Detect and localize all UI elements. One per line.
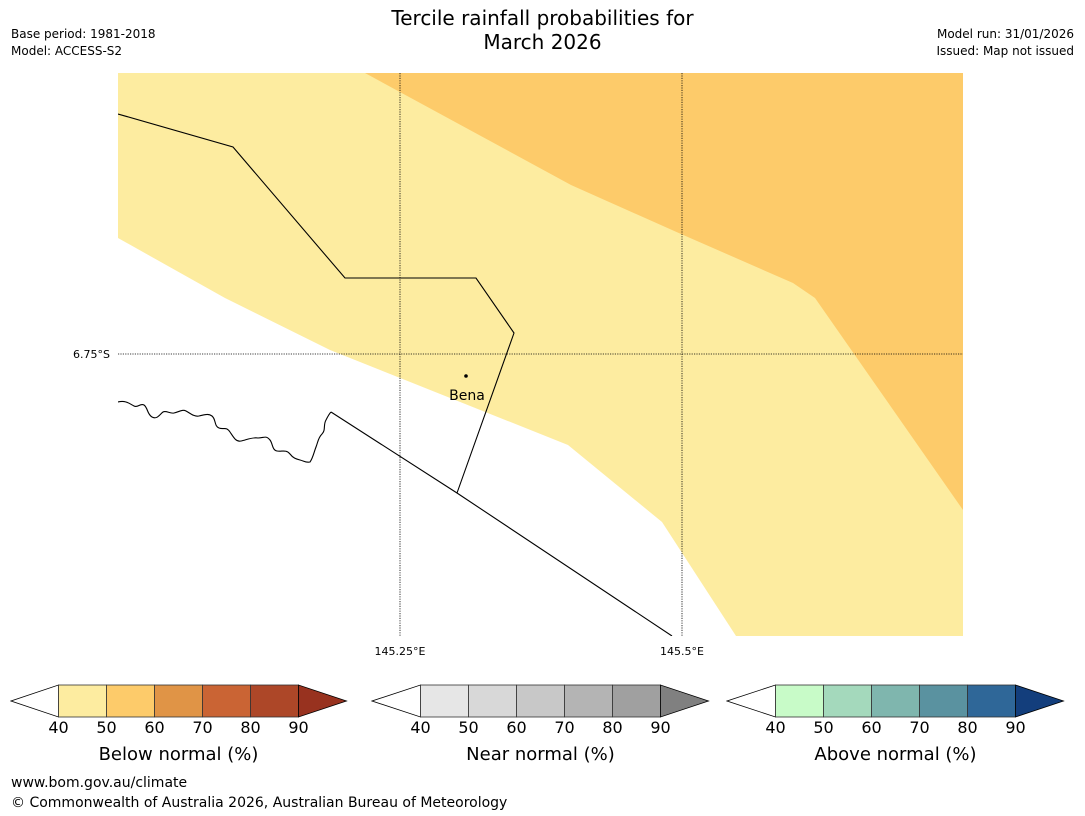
cb-tick: 90 — [288, 718, 309, 737]
cb-tick: 40 — [765, 718, 786, 737]
footer-copyright: © Commonwealth of Australia 2026, Austra… — [11, 795, 508, 811]
colorbar-swatch — [919, 684, 968, 718]
colorbar-swatch — [58, 684, 107, 718]
colorbar-swatch — [823, 684, 872, 718]
cb-tick: 40 — [410, 718, 431, 737]
colorbar-near-normal-title: Near normal (%) — [466, 744, 615, 765]
cb-tick: 70 — [909, 718, 930, 737]
colorbar-swatch — [250, 684, 299, 718]
model-text: Model: ACCESS-S2 — [11, 44, 123, 58]
colorbar-extend-high — [298, 684, 348, 718]
footer-url: www.bom.gov.au/climate — [11, 775, 188, 791]
colorbar-extend-high — [660, 684, 710, 718]
colorbar-extend-low — [371, 684, 421, 718]
below-normal-50-60-region — [365, 73, 963, 510]
cb-tick: 80 — [602, 718, 623, 737]
cb-tick: 50 — [96, 718, 117, 737]
colorbar-swatch — [871, 684, 920, 718]
colorbar-swatch — [967, 684, 1016, 718]
colorbar-swatch — [468, 684, 517, 718]
cb-tick: 60 — [861, 718, 882, 737]
province-boundary-line — [118, 113, 515, 494]
map-title: Tercile rainfall probabilities for March… — [0, 6, 1085, 54]
issued-text: Issued: Map not issued — [936, 44, 1074, 58]
longitude-label-145-5: 145.5°E — [660, 645, 704, 658]
colorbar-swatch — [612, 684, 661, 718]
colorbar-swatch — [775, 684, 824, 718]
base-period-text: Base period: 1981-2018 — [11, 27, 156, 41]
cb-tick: 90 — [1005, 718, 1026, 737]
town-marker-bena — [464, 374, 468, 378]
colorbar-extend-high — [1015, 684, 1065, 718]
colorbar-above-normal-bar — [726, 684, 1065, 718]
cb-tick: 40 — [48, 718, 69, 737]
colorbar-swatch — [154, 684, 203, 718]
meta-left: Base period: 1981-2018 Model: ACCESS-S2 — [11, 26, 156, 60]
longitude-label-145-25: 145.25°E — [375, 645, 426, 658]
colorbar-swatch — [106, 684, 155, 718]
colorbar-swatch — [516, 684, 565, 718]
cb-tick: 60 — [144, 718, 165, 737]
model-run-text: Model run: 31/01/2026 — [936, 27, 1074, 41]
latitude-label: 6.75°S — [73, 348, 110, 361]
colorbar-extend-low — [726, 684, 776, 718]
cb-tick: 70 — [554, 718, 575, 737]
province-boundary-line-south — [330, 411, 673, 636]
colorbar-extend-low — [10, 684, 59, 718]
cb-tick: 50 — [458, 718, 479, 737]
cb-tick: 80 — [957, 718, 978, 737]
colorbar-swatch — [420, 684, 469, 718]
cb-tick: 60 — [506, 718, 527, 737]
colorbar-swatch — [202, 684, 251, 718]
cb-tick: 70 — [192, 718, 213, 737]
river-line — [118, 400, 332, 463]
colorbar-near-normal-bar — [371, 684, 710, 718]
cb-tick: 80 — [240, 718, 261, 737]
title-line-1: Tercile rainfall probabilities for — [391, 6, 694, 30]
cb-tick: 50 — [813, 718, 834, 737]
cb-tick: 90 — [650, 718, 671, 737]
town-label-bena: Bena — [449, 388, 485, 404]
colorbar-swatch — [564, 684, 613, 718]
colorbar-above-normal-title: Above normal (%) — [814, 744, 977, 765]
title-line-2: March 2026 — [483, 30, 602, 54]
meta-right: Model run: 31/01/2026 Issued: Map not is… — [936, 26, 1074, 60]
colorbar-below-normal-title: Below normal (%) — [98, 744, 259, 765]
colorbar-below-normal-bar — [10, 684, 348, 718]
